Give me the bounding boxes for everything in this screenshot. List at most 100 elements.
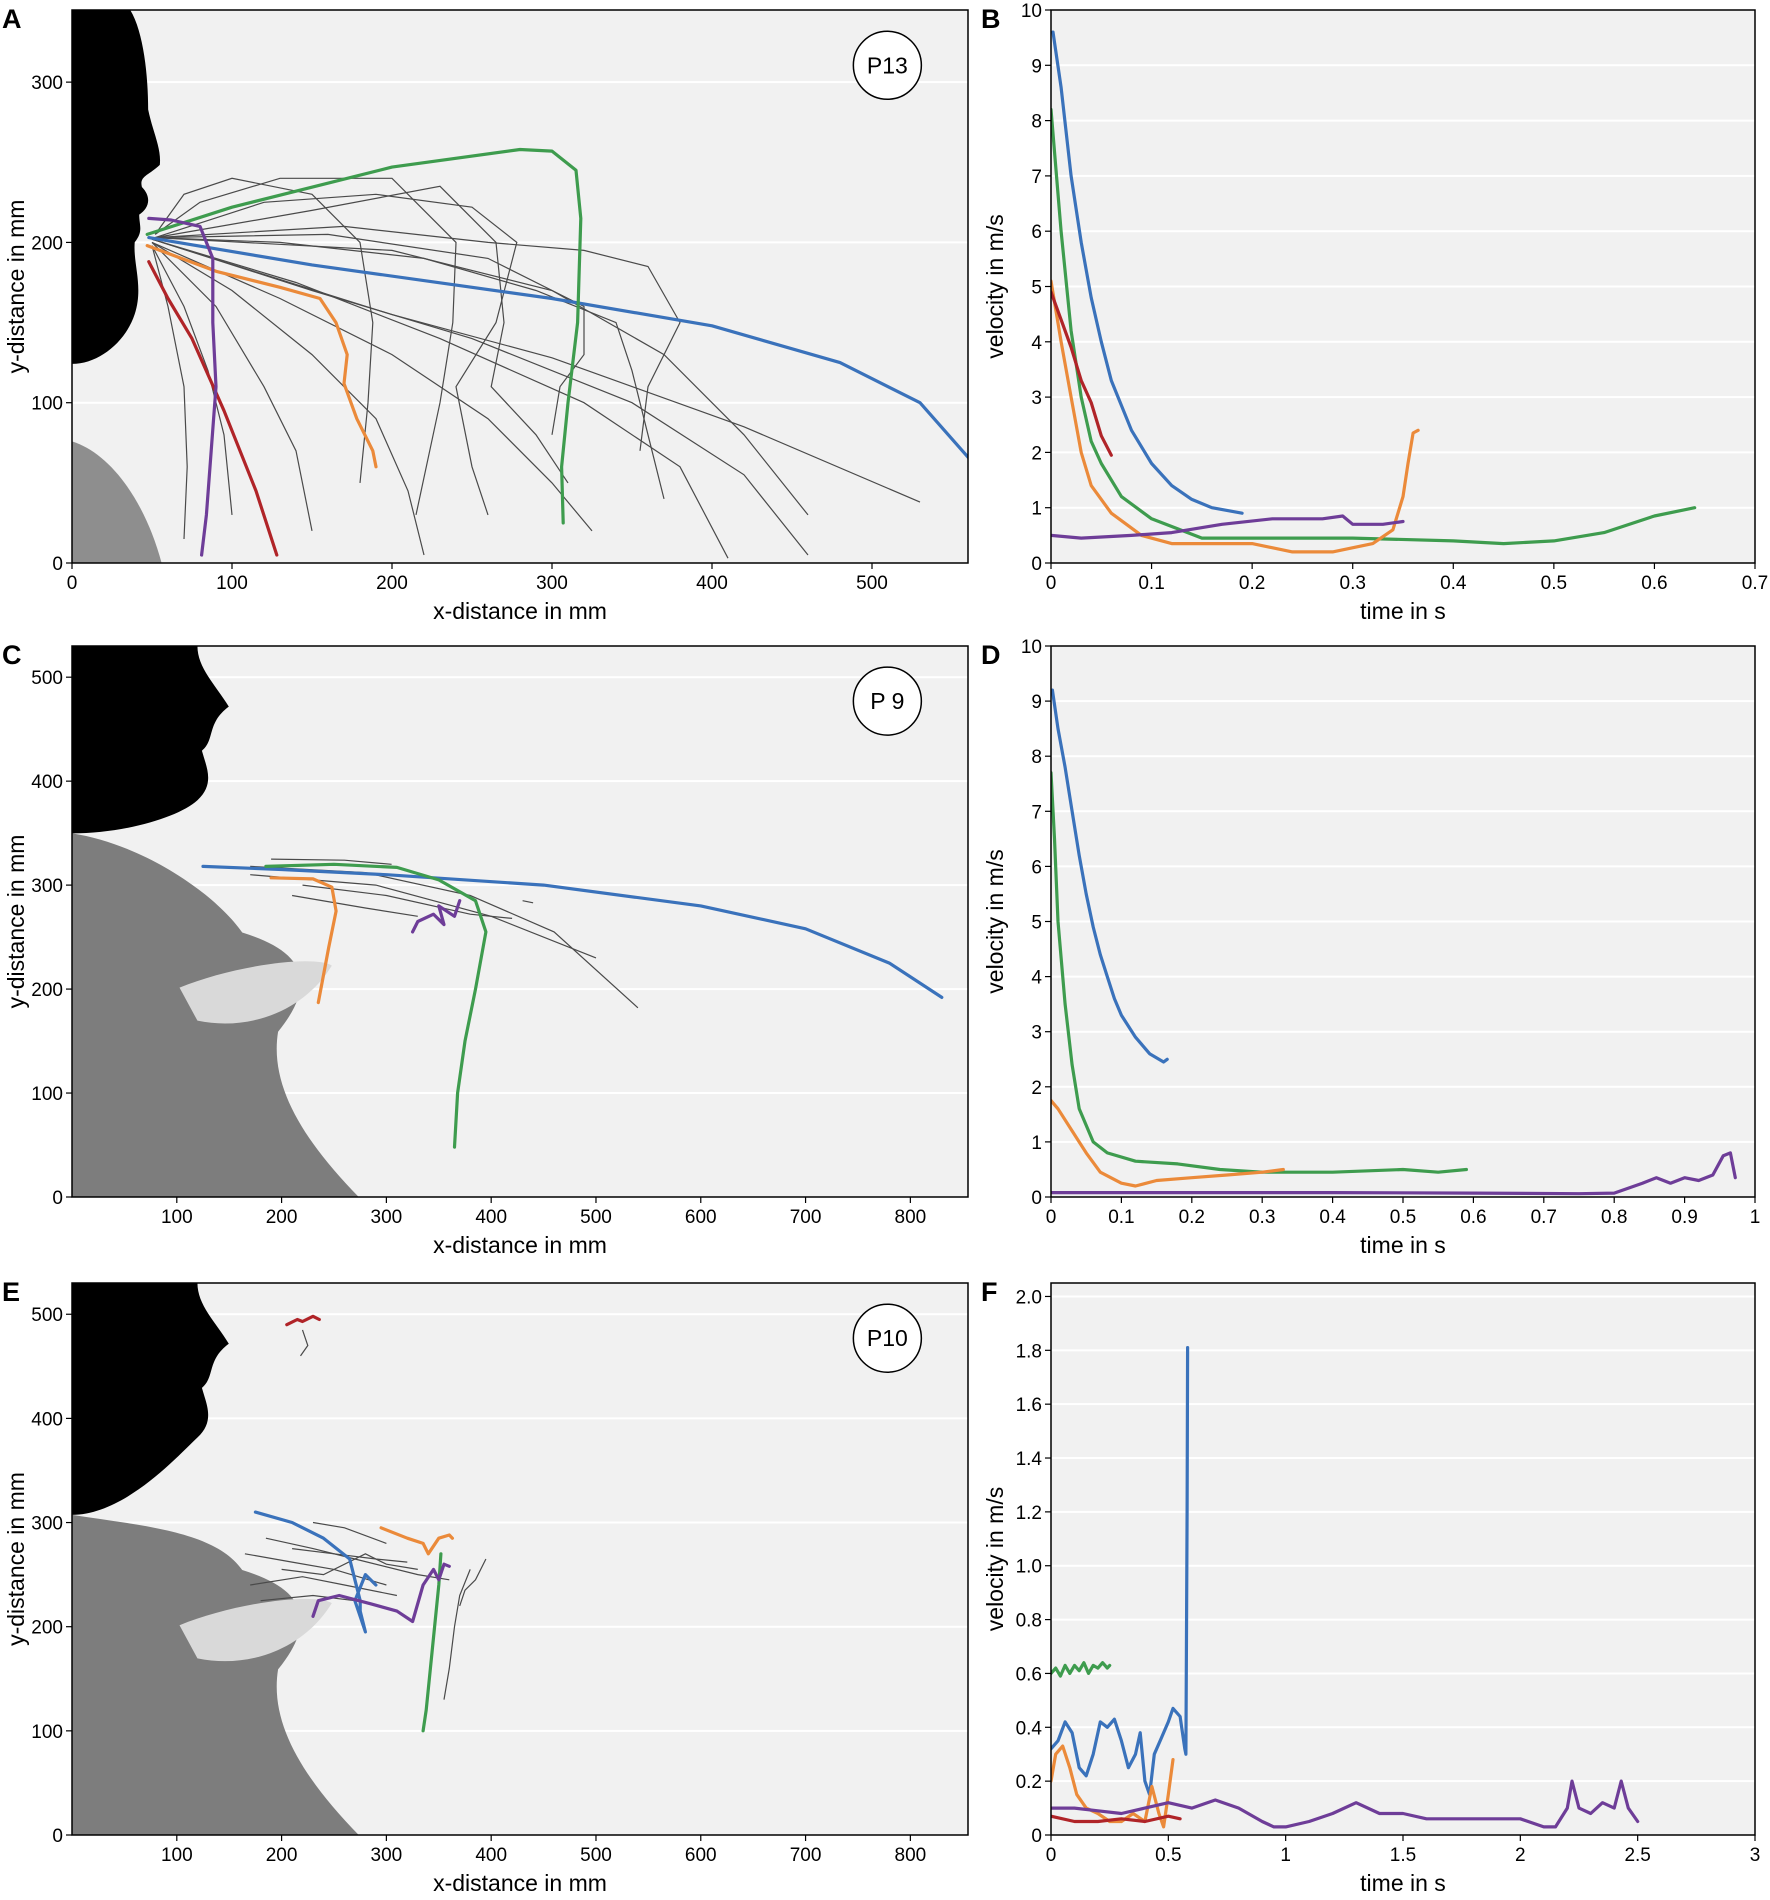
x-tick-label: 0.2 xyxy=(1179,1207,1205,1228)
x-tick-label: 0.5 xyxy=(1541,573,1567,594)
y-tick-label: 8 xyxy=(1031,747,1042,768)
x-tick-label: 1 xyxy=(1750,1207,1761,1228)
trajectory-trace xyxy=(244,1553,387,1586)
x-axis-label: x-distance in mm xyxy=(433,598,607,624)
x-tick-label: 0.1 xyxy=(1138,573,1164,594)
y-tick-label: 2 xyxy=(1031,443,1042,464)
series-line-orange xyxy=(379,1526,454,1556)
x-axis-label: x-distance in mm xyxy=(433,1870,607,1896)
trajectory-trace xyxy=(443,1569,471,1700)
plot-area xyxy=(1051,30,1697,554)
plot-area xyxy=(72,646,944,1197)
trajectory-trace xyxy=(281,1553,418,1576)
x-tick-label: 2.5 xyxy=(1624,1845,1650,1866)
participant-label: P10 xyxy=(867,1325,908,1351)
x-tick-label: 0.6 xyxy=(1641,573,1667,594)
trajectory-trace xyxy=(151,241,593,532)
y-tick-label: 7 xyxy=(1031,167,1042,188)
plot-area xyxy=(1051,1346,1640,1829)
y-tick-label: 300 xyxy=(31,73,63,94)
x-tick-label: 200 xyxy=(266,1207,298,1228)
panel-letter: A xyxy=(2,4,22,34)
y-axis-label: velocity in m/s xyxy=(982,1487,1008,1631)
trajectory-trace xyxy=(312,1521,387,1544)
panel-e: 100 200 300 400 500 600 700 800 0 100 200 300 400 500… xyxy=(2,1277,969,1896)
trajectory-trace xyxy=(151,245,233,515)
series-line-purple xyxy=(1051,1151,1737,1196)
x-axis-label: time in s xyxy=(1360,1232,1446,1258)
x-tick-label: 700 xyxy=(790,1845,822,1866)
y-tick-label: 9 xyxy=(1031,56,1042,77)
y-tick-label: 2.0 xyxy=(1016,1287,1042,1308)
x-tick-label: 0.6 xyxy=(1460,1207,1486,1228)
x-tick-label: 0.5 xyxy=(1390,1207,1416,1228)
y-tick-label: 400 xyxy=(31,772,63,793)
trajectory-trace xyxy=(154,177,457,516)
x-tick-label: 700 xyxy=(790,1207,822,1228)
x-tick-label: 2 xyxy=(1515,1845,1526,1866)
series-line-blue xyxy=(1051,688,1169,1064)
y-tick-label: 200 xyxy=(31,233,63,254)
x-tick-label: 200 xyxy=(376,573,408,594)
x-axis-label: time in s xyxy=(1360,1870,1446,1896)
x-tick-label: 600 xyxy=(685,1845,717,1866)
series-line-purple xyxy=(147,216,218,557)
series-line-green xyxy=(1051,1661,1112,1678)
y-tick-label: 5 xyxy=(1031,913,1042,934)
y-tick-label: 0 xyxy=(1031,1826,1042,1847)
x-tick-label: 0.4 xyxy=(1319,1207,1346,1228)
trajectory-trace xyxy=(291,894,418,917)
x-tick-label: 0.8 xyxy=(1601,1207,1627,1228)
plot-area xyxy=(72,1283,487,1835)
panel-letter: D xyxy=(981,640,1001,670)
x-tick-label: 500 xyxy=(580,1207,612,1228)
series-line-purple xyxy=(311,1562,451,1624)
y-axis-label: velocity in m/s xyxy=(982,214,1008,358)
series-line-red xyxy=(285,1314,321,1327)
y-tick-label: 0.2 xyxy=(1016,1772,1042,1793)
x-tick-label: 400 xyxy=(475,1845,507,1866)
x-tick-label: 1 xyxy=(1280,1845,1291,1866)
series-line-blue xyxy=(1051,1346,1190,1797)
x-tick-label: 800 xyxy=(895,1207,927,1228)
bowl xyxy=(179,1598,332,1662)
participant-badge xyxy=(852,666,923,736)
y-tick-label: 1.2 xyxy=(1016,1503,1042,1524)
series-line-blue xyxy=(147,236,968,459)
x-tick-label: 0 xyxy=(1046,573,1057,594)
panel-d: 0 0.1 0.2 0.3 0.4 0.5 0.6 0.7 0.8 0.9 101234567891… xyxy=(981,637,1760,1258)
y-tick-label: 0 xyxy=(1031,554,1042,575)
y-tick-label: 1.4 xyxy=(1016,1449,1043,1470)
y-tick-label: 4 xyxy=(1031,968,1042,989)
trajectory-trace xyxy=(292,1548,408,1563)
x-tick-label: 0.9 xyxy=(1671,1207,1697,1228)
x-axis-label: x-distance in mm xyxy=(433,1232,607,1258)
trajectory-trace xyxy=(155,233,585,435)
series-line-purple xyxy=(1051,514,1405,540)
y-tick-label: 1 xyxy=(1031,1133,1042,1154)
y-tick-label: 0 xyxy=(52,554,63,575)
y-tick-label: 1.6 xyxy=(1016,1395,1042,1416)
trajectory-trace xyxy=(260,1594,355,1602)
x-tick-label: 0.4 xyxy=(1440,573,1467,594)
x-tick-label: 300 xyxy=(371,1845,403,1866)
series-line-purple xyxy=(1051,1779,1640,1829)
series-line-orange xyxy=(1051,1744,1175,1829)
x-tick-label: 0.7 xyxy=(1531,1207,1557,1228)
x-tick-label: 100 xyxy=(161,1845,193,1866)
y-tick-label: 0 xyxy=(52,1188,63,1209)
participant-label: P 9 xyxy=(870,688,904,714)
x-tick-label: 400 xyxy=(475,1207,507,1228)
y-tick-label: 0 xyxy=(1031,1188,1042,1209)
trajectory-trace xyxy=(154,177,374,483)
participant-badge xyxy=(852,1303,923,1373)
x-tick-label: 0.2 xyxy=(1239,573,1265,594)
x-tick-label: 500 xyxy=(856,573,888,594)
y-tick-label: 0.8 xyxy=(1016,1611,1042,1632)
x-axis-label: time in s xyxy=(1360,598,1446,624)
x-tick-label: 600 xyxy=(685,1207,717,1228)
y-tick-label: 100 xyxy=(31,394,63,415)
y-tick-label: 3 xyxy=(1031,388,1042,409)
trajectory-trace xyxy=(151,238,809,556)
trajectory-trace xyxy=(300,1329,309,1357)
